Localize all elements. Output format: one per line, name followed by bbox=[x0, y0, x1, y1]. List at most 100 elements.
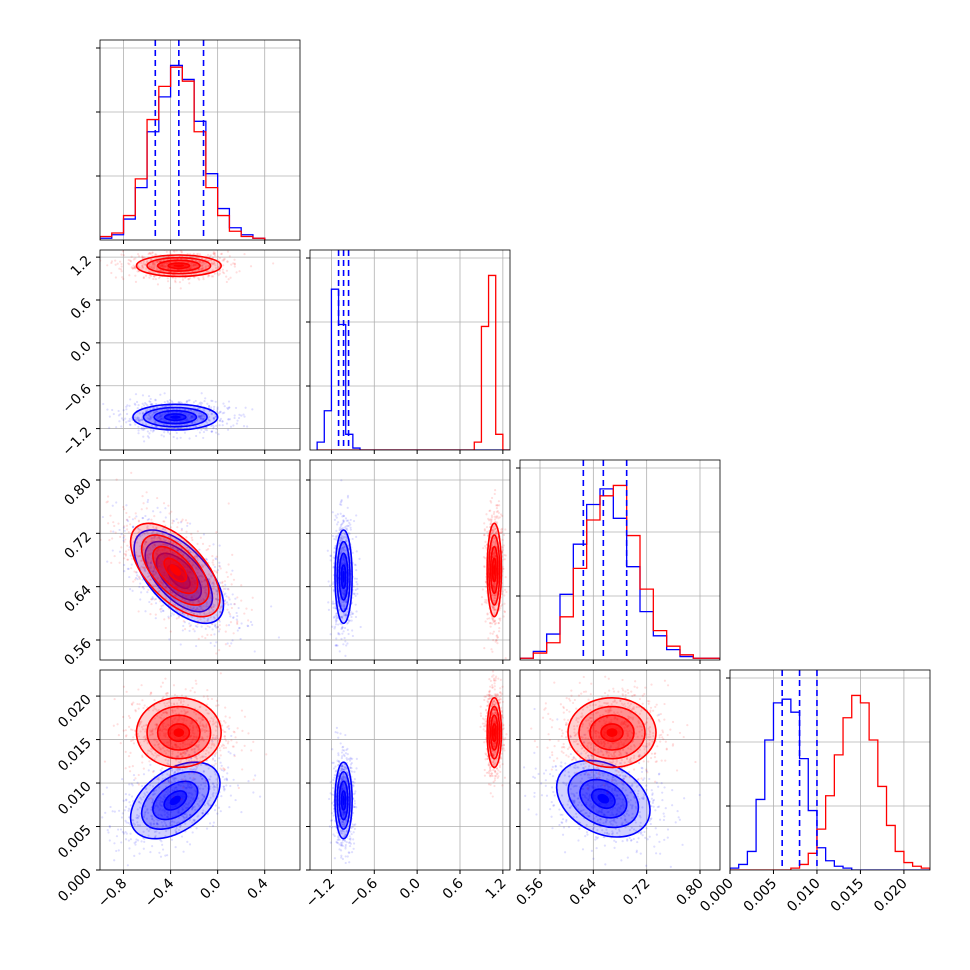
scatter-point bbox=[117, 409, 120, 413]
scatter-point bbox=[228, 598, 231, 601]
contour-peak bbox=[169, 795, 181, 806]
scatter-point bbox=[186, 422, 189, 426]
scatter-point bbox=[154, 552, 158, 555]
scatter-point bbox=[171, 543, 174, 546]
scatter-point bbox=[219, 749, 222, 752]
scatter-point bbox=[134, 280, 138, 284]
scatter-point bbox=[140, 529, 144, 532]
scatter-point bbox=[189, 589, 192, 592]
scatter-point bbox=[151, 732, 154, 735]
scatter-point bbox=[202, 278, 205, 281]
scatter-point bbox=[159, 813, 163, 816]
scatter-point bbox=[137, 416, 141, 420]
scatter-point bbox=[161, 777, 164, 780]
scatter-point bbox=[212, 821, 216, 824]
scatter-point bbox=[166, 544, 169, 547]
scatter-point bbox=[197, 748, 200, 751]
scatter-point bbox=[129, 838, 133, 841]
scatter-point bbox=[218, 561, 221, 564]
scatter-point bbox=[174, 846, 177, 849]
scatter-point bbox=[145, 817, 149, 820]
scatter-point bbox=[349, 518, 352, 522]
histogram-blue bbox=[316, 288, 510, 450]
scatter-point bbox=[175, 822, 178, 825]
scatter-point bbox=[227, 418, 230, 421]
scatter-point bbox=[150, 403, 153, 406]
scatter-point bbox=[211, 608, 215, 612]
scatter-point bbox=[216, 272, 219, 275]
scatter-point bbox=[170, 702, 173, 705]
scatter-point bbox=[181, 563, 185, 566]
scatter-point bbox=[197, 745, 200, 748]
scatter-point bbox=[137, 528, 140, 531]
scatter-point bbox=[229, 425, 233, 428]
scatter-point bbox=[214, 400, 217, 403]
scatter-point bbox=[155, 550, 159, 553]
scatter-point bbox=[164, 796, 167, 799]
scatter-point bbox=[141, 394, 145, 397]
scatter-point bbox=[186, 521, 189, 525]
scatter-point bbox=[212, 786, 215, 789]
scatter-point bbox=[216, 255, 220, 258]
scatter-point bbox=[206, 253, 210, 256]
scatter-point bbox=[161, 549, 164, 552]
scatter-point bbox=[215, 590, 218, 593]
scatter-point bbox=[182, 719, 185, 722]
scatter-point bbox=[183, 621, 186, 624]
scatter-point bbox=[175, 755, 178, 758]
scatter-point bbox=[227, 624, 231, 627]
scatter-point bbox=[210, 430, 213, 433]
scatter-point bbox=[158, 746, 161, 749]
scatter-point bbox=[150, 424, 154, 428]
scatter-point bbox=[196, 419, 199, 422]
scatter-point bbox=[212, 563, 215, 566]
scatter-point bbox=[142, 585, 145, 589]
scatter-point bbox=[119, 268, 123, 271]
scatter-point bbox=[145, 267, 148, 270]
scatter-point bbox=[125, 799, 128, 802]
scatter-point bbox=[164, 516, 167, 519]
scatter-point bbox=[195, 790, 198, 793]
scatter-point bbox=[146, 828, 149, 831]
joint-contents bbox=[100, 250, 275, 443]
scatter-point bbox=[200, 392, 203, 395]
scatter-point bbox=[146, 518, 149, 521]
scatter-point bbox=[220, 795, 223, 798]
scatter-point bbox=[157, 536, 160, 539]
scatter-point bbox=[168, 534, 172, 537]
scatter-point bbox=[149, 763, 152, 766]
scatter-point bbox=[149, 613, 152, 616]
scatter-point bbox=[138, 412, 141, 415]
scatter-point bbox=[149, 429, 152, 432]
scatter-point bbox=[173, 789, 176, 792]
scatter-point bbox=[334, 623, 338, 626]
scatter-point bbox=[169, 717, 172, 720]
histogram-panel-1-frame bbox=[309, 249, 511, 451]
scatter-point bbox=[219, 610, 222, 613]
scatter-point bbox=[205, 595, 208, 598]
scatter-point bbox=[216, 408, 219, 411]
scatter-point bbox=[199, 417, 202, 420]
scatter-point bbox=[211, 758, 214, 761]
scatter-point bbox=[146, 260, 149, 263]
scatter-point bbox=[166, 793, 169, 796]
scatter-point bbox=[176, 591, 179, 594]
scatter-point bbox=[192, 560, 195, 563]
scatter-point bbox=[163, 431, 166, 434]
scatter-point bbox=[149, 747, 153, 751]
scatter-point bbox=[118, 550, 122, 553]
contour-line bbox=[155, 552, 202, 601]
scatter-point bbox=[135, 537, 138, 541]
scatter-point bbox=[194, 772, 197, 775]
scatter-point bbox=[143, 811, 147, 814]
scatter-point bbox=[174, 603, 177, 606]
scatter-point bbox=[199, 557, 202, 560]
scatter-point bbox=[190, 792, 193, 795]
histogram-red bbox=[520, 484, 720, 660]
scatter-point bbox=[148, 600, 151, 604]
scatter-point bbox=[196, 606, 199, 610]
scatter-point bbox=[214, 729, 217, 732]
scatter-point bbox=[192, 612, 196, 615]
scatter-point bbox=[205, 548, 208, 552]
scatter-point bbox=[213, 262, 216, 265]
